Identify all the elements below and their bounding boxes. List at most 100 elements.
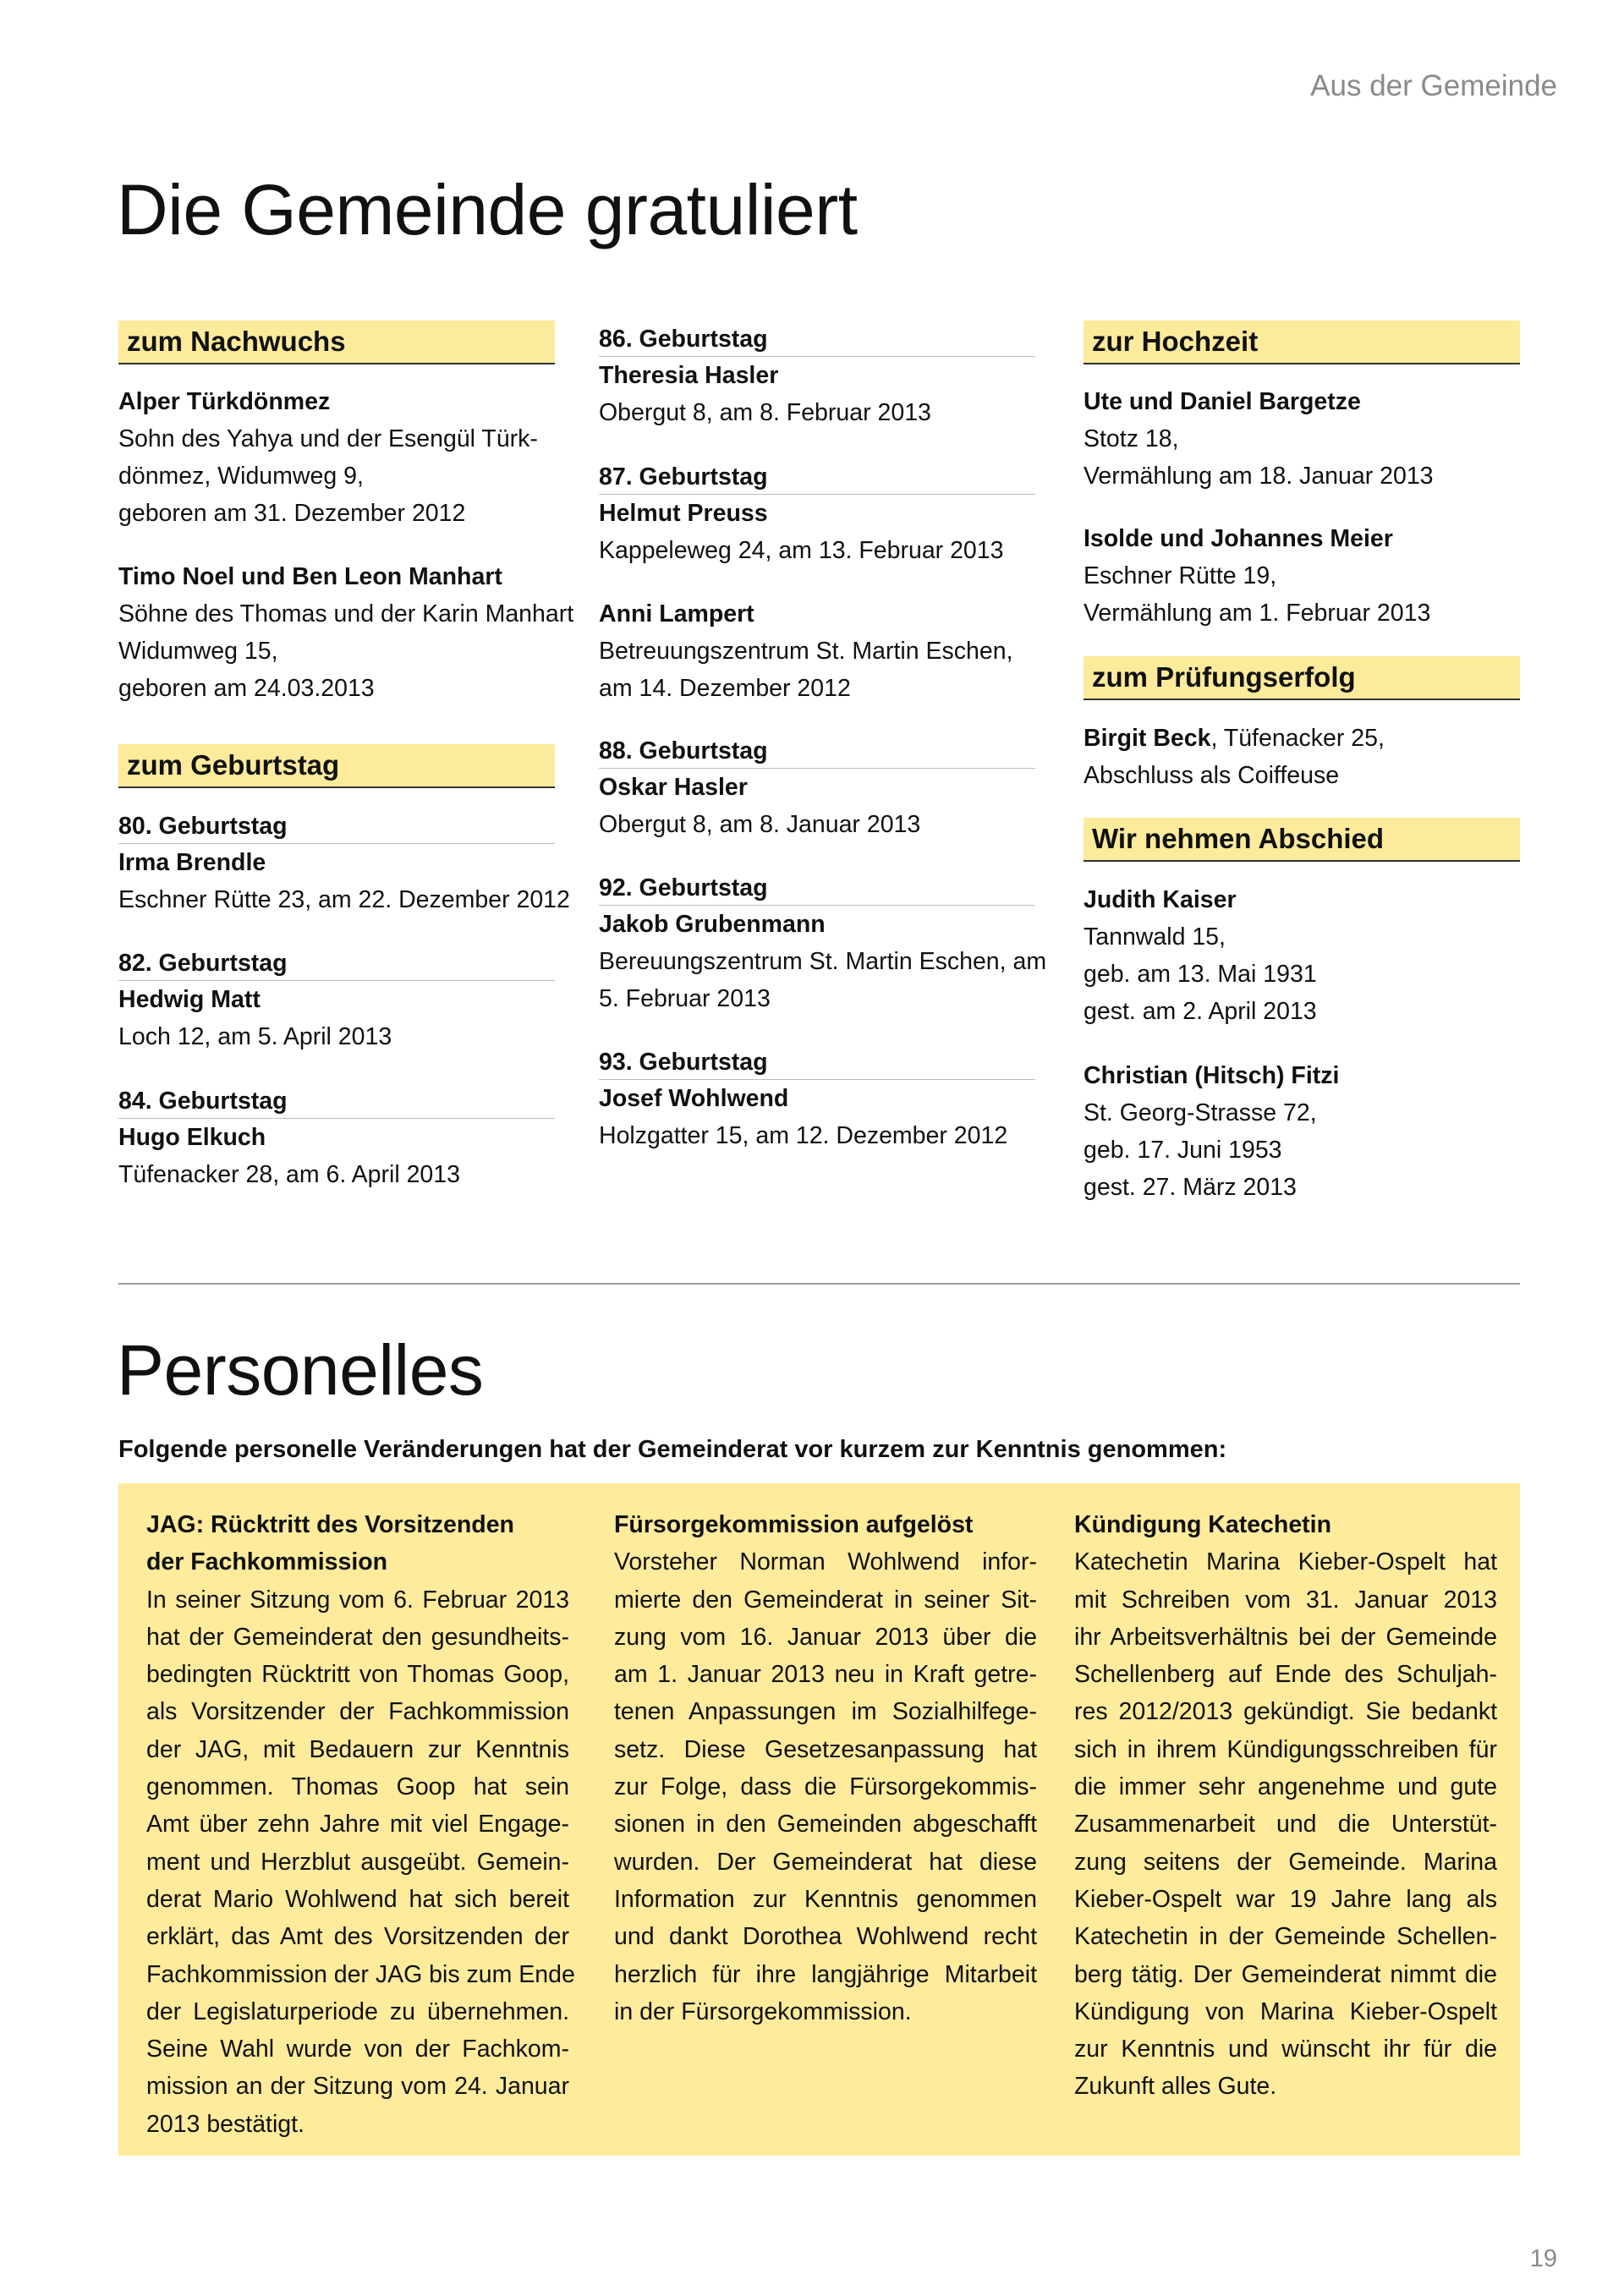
section-title-personelles: Personelles: [117, 1330, 484, 1410]
list-item: Birgit Beck, Tüfenacker 25, Abschluss als…: [1084, 720, 1520, 794]
list-item: 88. Geburtstag Oskar Hasler Obergut 8, am …: [599, 732, 1035, 843]
article-text-line: erklärt, das Amt des Vorsitzenden der: [146, 1923, 569, 1951]
entry-detail: geb. am 13. Mai 1931: [1084, 961, 1317, 988]
entry-detail: St. Georg-Strasse 72,: [1084, 1099, 1317, 1126]
entry-address: , Tüfenacker 25,: [1210, 725, 1385, 752]
entry-detail: Tannwald 15,: [1084, 923, 1226, 951]
article-text-line: wurden. Der Gemeinderat hat diese: [614, 1848, 1037, 1876]
list-item: 84. Geburtstag Hugo Elkuch Tüfenacker 28, …: [118, 1082, 555, 1193]
article-text-line: mierte den Gemeinderat in seiner Sit-: [614, 1586, 1037, 1614]
article-text-line: in der Fürsorgekommission.: [614, 1997, 912, 2025]
entry-name: Alper Türkdönmez: [118, 388, 331, 415]
entry-name: Anni Lampert: [599, 600, 754, 627]
article-text-line: der Legislaturperiode zu übernehmen.: [146, 1997, 569, 2025]
entry-detail: dönmez, Widumweg 9,: [118, 463, 364, 490]
article-text-line: 2013 bestätigt.: [146, 2110, 304, 2138]
article-text-line: und dankt Dorothea Wohlwend recht: [614, 1923, 1037, 1951]
entry-detail: Kappeleweg 24, am 13. Februar 2013: [599, 537, 1004, 564]
article-text-line: hat der Gemeinderat den gesundheits-: [146, 1623, 569, 1651]
entry-detail: geboren am 24.03.2013: [118, 675, 375, 702]
article-text-line: bedingten Rücktritt von Thomas Goop,: [146, 1661, 569, 1689]
entry-detail: am 14. Dezember 2012: [599, 675, 851, 702]
entry-name: Judith Kaiser: [1084, 886, 1237, 913]
entry-detail: Widumweg 15,: [118, 638, 278, 665]
entry-detail: gest. am 2. April 2013: [1084, 998, 1317, 1025]
birthday-heading: 84. Geburtstag: [118, 1082, 555, 1119]
article-text-line: am 1. Januar 2013 neu in Kraft getre-: [614, 1661, 1037, 1689]
entry-detail: Eschner Rütte 19,: [1084, 562, 1277, 589]
entry-detail: Sohn des Yahya und der Esengül Türk-: [118, 425, 538, 452]
entry-name: Theresia Hasler: [599, 362, 779, 389]
list-item: 92. Geburtstag Jakob Grubenmann Bereuungsz…: [599, 869, 1046, 1017]
article-text-line: Amt über zehn Jahre mit viel Engage-: [146, 1811, 569, 1838]
entry-detail: Vermählung am 1. Februar 2013: [1084, 600, 1431, 627]
article-text-line: Fachkommission der JAG bis zum Ende: [146, 1960, 575, 1988]
article-text-line: res 2012/2013 gekündigt. Sie bedankt: [1074, 1698, 1497, 1726]
article-text-line: sich in ihrem Kündigungsschreiben für: [1074, 1735, 1497, 1763]
section-heading: zur Hochzeit: [1084, 321, 1520, 364]
section-heading-label: zum Nachwuchs: [118, 321, 555, 364]
article-text-line: zur Folge, dass die Fürsorgekommis-: [614, 1773, 1037, 1801]
birthday-heading: 88. Geburtstag: [599, 732, 1035, 769]
article-text-line: Katechetin in der Gemeinde Schellen-: [1074, 1923, 1497, 1951]
section-heading: Wir nehmen Abschied: [1084, 818, 1520, 862]
list-item: Ute und Daniel Bargetze Stotz 18, Vermählu…: [1084, 383, 1520, 495]
entry-detail: Vermählung am 18. Januar 2013: [1084, 463, 1434, 490]
article-text-line: Zukunft alles Gute.: [1074, 2073, 1277, 2101]
entry-name: Christian (Hitsch) Fitzi: [1084, 1062, 1340, 1089]
entry-name: Isolde und Johannes Meier: [1084, 525, 1393, 552]
list-item: 80. Geburtstag Irma Brendle Eschner Rütte …: [118, 808, 570, 918]
article-text-line: herzlich für ihre langjährige Mitarbeit: [614, 1960, 1037, 1988]
article-text-line: zung seitens der Gemeinde. Marina: [1074, 1848, 1497, 1876]
article-text-line: setz. Diese Gesetzesanpassung hat: [614, 1735, 1037, 1763]
personelles-intro: Folgende personelle Veränderungen hat de…: [118, 1436, 1227, 1463]
article-text-line: Schellenberg auf Ende des Schuljah-: [1074, 1661, 1497, 1689]
entry-detail: gest. 27. März 2013: [1084, 1174, 1297, 1201]
article-text-line: berg tätig. Der Gemeinderat nimmt die: [1074, 1960, 1497, 1988]
entry-name: Ute und Daniel Bargetze: [1084, 388, 1361, 415]
entry-name: Hugo Elkuch: [118, 1124, 266, 1151]
entry-detail: Holzgatter 15, am 12. Dezember 2012: [599, 1122, 1008, 1149]
entry-first-line: Birgit Beck, Tüfenacker 25,: [1084, 720, 1520, 757]
section-heading: zum Prüfungserfolg: [1084, 656, 1520, 700]
article-text-line: Information zur Kenntnis genommen: [614, 1885, 1037, 1913]
article-text-line: In seiner Sitzung vom 6. Februar 2013: [146, 1586, 569, 1614]
section-heading-label: Wir nehmen Abschied: [1084, 818, 1520, 862]
entry-name: Jakob Grubenmann: [599, 911, 826, 938]
article-text-line: als Vorsitzender der Fachkommission: [146, 1698, 569, 1726]
list-item: Alper Türkdönmez Sohn des Yahya und der E…: [118, 383, 555, 532]
article-text-line: genommen. Thomas Goop hat sein: [146, 1773, 569, 1801]
article-text-line: tenen Anpassungen im Sozialhilfege-: [614, 1698, 1037, 1726]
list-item: Isolde und Johannes Meier Eschner Rütte 1…: [1084, 520, 1520, 632]
article-text-line: derat Mario Wohlwend hat sich bereit: [146, 1885, 569, 1913]
article-text-line: die immer sehr angenehme und gute: [1074, 1773, 1497, 1801]
entry-detail: Abschluss als Coiffeuse: [1084, 762, 1340, 789]
section-heading-label: zum Geburtstag: [118, 744, 555, 788]
list-item: Judith Kaiser Tannwald 15, geb. am 13. Mai…: [1084, 881, 1520, 1030]
article-text-line: sionen in den Gemeinden abgeschafft: [614, 1811, 1037, 1838]
article-text-line: Katechetin Marina Kieber-Ospelt hat: [1074, 1548, 1497, 1576]
entry-detail: Eschner Rütte 23, am 22. Dezember 2012: [118, 886, 570, 913]
entry-detail: geboren am 31. Dezember 2012: [118, 500, 466, 527]
article-text-line: zur Kenntnis und wünscht ihr für die: [1074, 2036, 1497, 2063]
article-text-line: mission an der Sitzung vom 24. Januar: [146, 2073, 569, 2101]
article-text-line: der JAG, mit Bedauern zur Kenntnis: [146, 1735, 569, 1763]
article-text-line: zung vom 16. Januar 2013 über die: [614, 1623, 1037, 1651]
article: JAG: Rücktritt des Vorsitzenden der Fachk…: [146, 1506, 575, 2143]
article-text-line: Kündigung von Marina Kieber-Ospelt: [1074, 1997, 1497, 2025]
birthday-heading: 82. Geburtstag: [118, 945, 555, 981]
list-item: Anni Lampert Betreuungszentrum St. Martin…: [599, 595, 1035, 707]
entry-detail: Obergut 8, am 8. Februar 2013: [599, 399, 931, 426]
article-text-line: ihr Arbeitsverhältnis bei der Gemeinde: [1074, 1623, 1497, 1651]
entry-detail: Obergut 8, am 8. Januar 2013: [599, 811, 921, 838]
entry-name: Helmut Preuss: [599, 500, 768, 527]
section-heading: zum Geburtstag: [118, 744, 555, 788]
article-title: der Fachkommission: [146, 1548, 388, 1576]
article-title: Fürsorgekommission aufgelöst: [614, 1511, 974, 1538]
entry-name: Timo Noel und Ben Leon Manhart: [118, 563, 502, 590]
article: Fürsorgekommission aufgelöst Vorsteher No…: [614, 1506, 1037, 2030]
birthday-heading: 86. Geburtstag: [599, 321, 1035, 357]
section-heading-label: zur Hochzeit: [1084, 321, 1520, 364]
entry-detail: Betreuungszentrum St. Martin Eschen,: [599, 638, 1013, 665]
entry-detail: 5. Februar 2013: [599, 985, 771, 1012]
